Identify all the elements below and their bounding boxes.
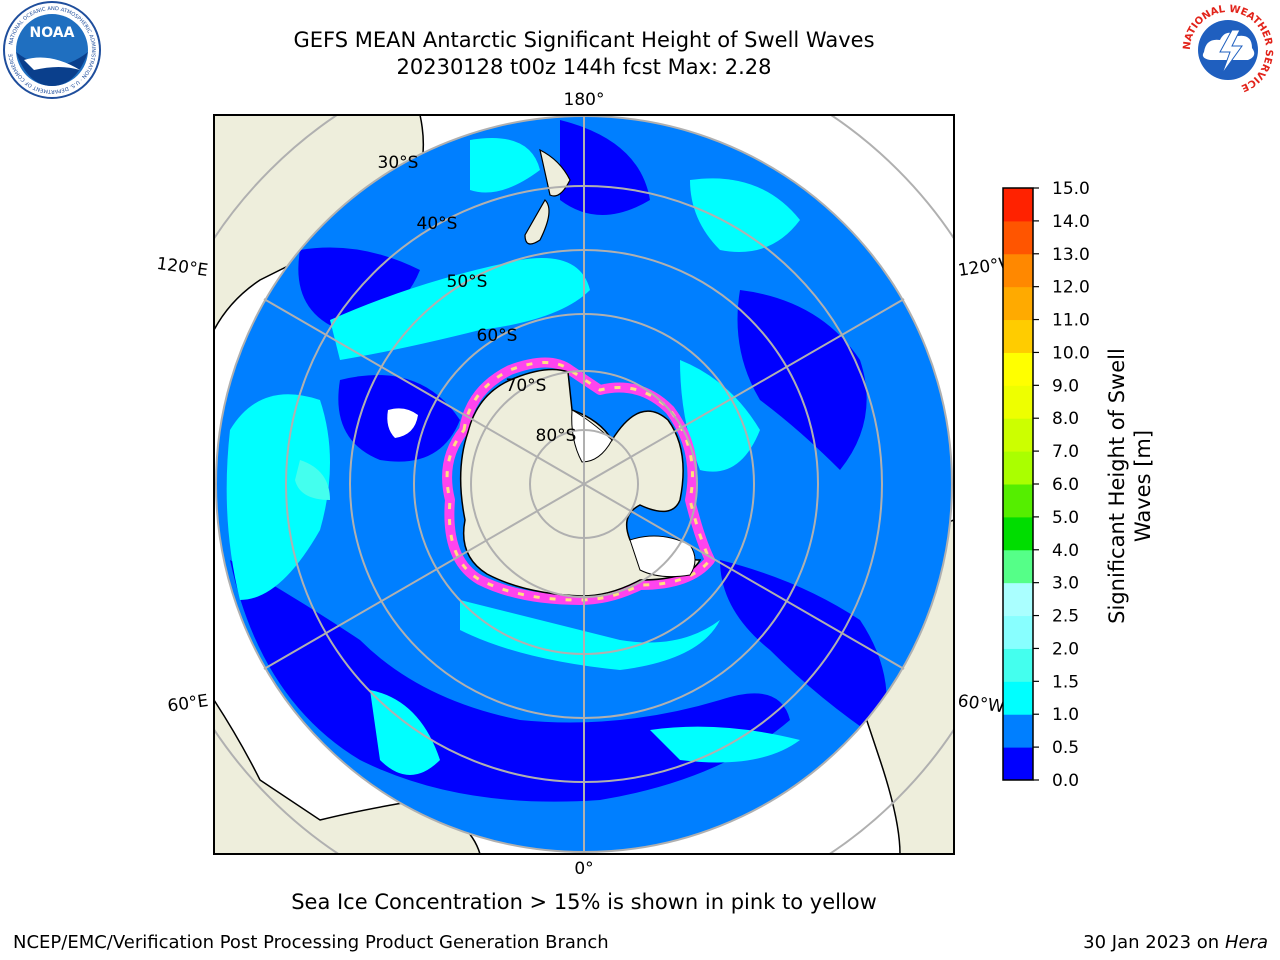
colorbar-label-line2: Waves [m]: [1131, 430, 1155, 542]
colorbar-tick-label: 15.0: [1052, 179, 1090, 199]
ross-ice-shelf: [571, 409, 613, 463]
colorbar-segment: [1003, 747, 1033, 781]
colorbar-segment: [1003, 648, 1033, 682]
noaa-logo: NOAA NATIONAL OCEANIC AND ATMOSPHERIC AD…: [3, 1, 101, 99]
colorbar-segment: [1003, 253, 1033, 288]
high-swell-band: [470, 138, 540, 193]
high-swell-band: [680, 360, 760, 472]
colorbar-tick-label: 11.0: [1052, 311, 1090, 331]
colorbar-tick-label: 10.0: [1052, 343, 1090, 363]
map-frame: [213, 114, 955, 855]
graticule: [214, 115, 954, 854]
nws-logo: NATIONAL WEATHER SERVICE: [1182, 4, 1274, 96]
high-swell-band: [690, 178, 800, 252]
low-swell-region: [230, 560, 790, 802]
low-swell-region: [737, 290, 867, 470]
lat-label-80s: 80°S: [536, 426, 577, 446]
lat-label-30s: 30°S: [378, 153, 419, 173]
colorbar-segment: [1003, 615, 1033, 649]
colorbar-segment: [1003, 286, 1033, 321]
colorbar-tick-label: 7.0: [1052, 442, 1079, 462]
colorbar-segment: [1003, 220, 1033, 255]
sea-ice-note: Sea Ice Concentration > 15% is shown in …: [291, 890, 877, 914]
chart-title: GEFS MEAN Antarctic Significant Height o…: [293, 28, 875, 52]
colorbar-tick-label: 3.0: [1052, 574, 1079, 594]
colorbar-segment: [1003, 549, 1033, 584]
colorbar-label-line1: Significant Height of Swell: [1105, 348, 1129, 624]
colorbar-frame: [1002, 187, 1034, 781]
colorbar-segment: [1003, 319, 1033, 353]
lat-label-70s: 70°S: [506, 376, 547, 396]
colorbar-tick-label: 1.0: [1052, 705, 1079, 725]
colorbar-tick-label: 1.5: [1052, 672, 1079, 692]
lon-label-60w: 60°W: [956, 691, 1005, 717]
high-swell-band: [330, 258, 590, 360]
colorbar-segment: [1003, 714, 1033, 748]
high-swell-band: [295, 460, 330, 500]
footer-date-text: 30 Jan 2023 on: [1083, 932, 1225, 953]
footer-date: 30 Jan 2023 on Hera: [1083, 932, 1268, 953]
colorbar-tick-label: 6.0: [1052, 475, 1079, 495]
colorbar-tick-label: 4.0: [1052, 541, 1079, 561]
high-swell-band: [370, 690, 440, 775]
colorbar-segment: [1003, 188, 1033, 222]
low-swell-region: [560, 120, 650, 215]
lat-label-60s: 60°S: [477, 326, 518, 346]
colorbar-segment: [1003, 418, 1033, 452]
colorbar-tick-label: 12.0: [1052, 278, 1090, 298]
colorbar-tick-label: 9.0: [1052, 376, 1079, 396]
lat-label-50s: 50°S: [447, 272, 488, 292]
colorbar-segment: [1003, 484, 1033, 518]
colorbar-tick-label: 14.0: [1052, 212, 1090, 232]
high-swell-band: [226, 394, 330, 600]
chart-subtitle: 20230128 t00z 144h fcst Max: 2.28: [396, 55, 772, 79]
colorbar-tick-label: 8.0: [1052, 409, 1079, 429]
footer-credit: NCEP/EMC/Verification Post Processing Pr…: [13, 932, 609, 953]
lon-label-top: 180°: [564, 90, 605, 110]
new-zealand-land: [524, 148, 571, 245]
colorbar-tick-label: 13.0: [1052, 245, 1090, 265]
low-swell-region: [720, 560, 887, 740]
colorbar-tick-label: 2.0: [1052, 639, 1079, 659]
ice-patch: [387, 408, 418, 438]
colorbar-segment: [1003, 451, 1033, 485]
colorbar-segment: [1003, 582, 1033, 617]
lon-label-60e: 60°E: [166, 691, 209, 716]
colorbar-tick-label: 5.0: [1052, 508, 1079, 528]
lon-label-bottom: 0°: [574, 859, 593, 879]
high-swell-band: [650, 726, 800, 763]
colorbar-segment: [1003, 516, 1033, 551]
noaa-logo-text: NOAA: [30, 25, 75, 41]
colorbar-tick-label: 0.5: [1052, 738, 1079, 758]
colorbar-segment: [1003, 352, 1033, 386]
lon-label-120e: 120°E: [155, 254, 209, 281]
colorbar-tick-label: 0.0: [1052, 771, 1079, 791]
footer-host: Hera: [1224, 932, 1268, 953]
colorbar-tick-label: 2.5: [1052, 607, 1079, 627]
colorbar: 0.0 0.5 1.0 1.5 2.0 2.5 3.0 4.0 5.0 6.0 7.0 8.0 9.0 1…: [1003, 179, 1090, 791]
colorbar-segment: [1003, 385, 1033, 419]
sea-ice-edge: [442, 357, 715, 605]
high-swell-band: [460, 600, 720, 670]
colorbar-segment: [1003, 681, 1033, 715]
lat-label-40s: 40°S: [417, 214, 458, 234]
